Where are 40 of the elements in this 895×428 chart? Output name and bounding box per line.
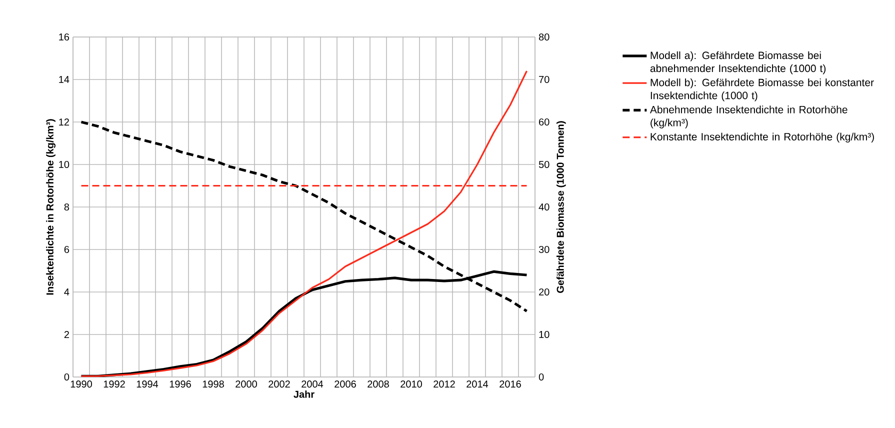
y-tick-label: 16 — [59, 33, 70, 41]
x-tick-label: 2016 — [500, 380, 521, 388]
x-tick-label: 1996 — [170, 380, 191, 388]
y2-tick-label: 60 — [539, 118, 550, 126]
x-tick-label: 2010 — [400, 380, 422, 388]
y2-tick-label: 80 — [538, 33, 550, 41]
y2-tick-label: 0 — [538, 373, 544, 381]
y2-tick-label: 20 — [539, 288, 550, 296]
y2-tick-label: 50 — [538, 160, 550, 168]
x-tick-label: 2004 — [302, 380, 324, 388]
legend-label: Konstante Insektendichte in Rotorhöhe (kg/km³) — [650, 132, 874, 143]
x-tick-label: 2006 — [334, 380, 356, 388]
legend-label: Abnehmende Insektendichte in Rotorhöhe (kg/km³) — [650, 106, 848, 128]
y-tick-label: 4 — [64, 288, 70, 296]
y-tick-label: 10 — [59, 160, 70, 168]
y-tick-label: 0 — [64, 373, 70, 381]
y-tick-label: 14 — [59, 76, 70, 83]
y2-axis-title: Gefährdete Biomasse (1000 Tonnen) — [556, 121, 566, 293]
x-tick-label: 2008 — [368, 380, 389, 388]
y-tick-label: 2 — [64, 331, 69, 338]
y2-tick-label: 30 — [538, 246, 550, 254]
x-tick-label: 2012 — [434, 380, 455, 388]
x-tick-label: 1994 — [136, 380, 158, 388]
x-axis-title: Jahr — [294, 390, 314, 398]
y-tick-label: 12 — [59, 118, 69, 126]
y2-tick-label: 10 — [539, 330, 550, 338]
y-tick-label: 6 — [64, 246, 70, 254]
y2-tick-label: 40 — [538, 203, 550, 211]
x-tick-label: 1992 — [104, 380, 125, 388]
legend-label: Modell b): Gefährdete Biomasse bei konstanter Insektendichte (1000 t) — [650, 78, 874, 102]
x-tick-label: 2002 — [268, 380, 290, 388]
x-tick-label: 1998 — [202, 380, 224, 388]
legend-label: Modell a): Gefährdete Biomasse bei abnehmender Insektendichte (1000 t) — [650, 51, 826, 74]
y-tick-label: 8 — [64, 203, 70, 211]
x-tick-label: 2000 — [236, 380, 257, 388]
y-axis-title: Insektendichte in Rotorhöhe (kg/km³) — [46, 119, 56, 295]
x-tick-label: 1990 — [70, 380, 92, 388]
y2-tick-label: 70 — [539, 76, 550, 84]
x-tick-label: 2014 — [466, 380, 488, 388]
line-series — [80, 70, 528, 377]
